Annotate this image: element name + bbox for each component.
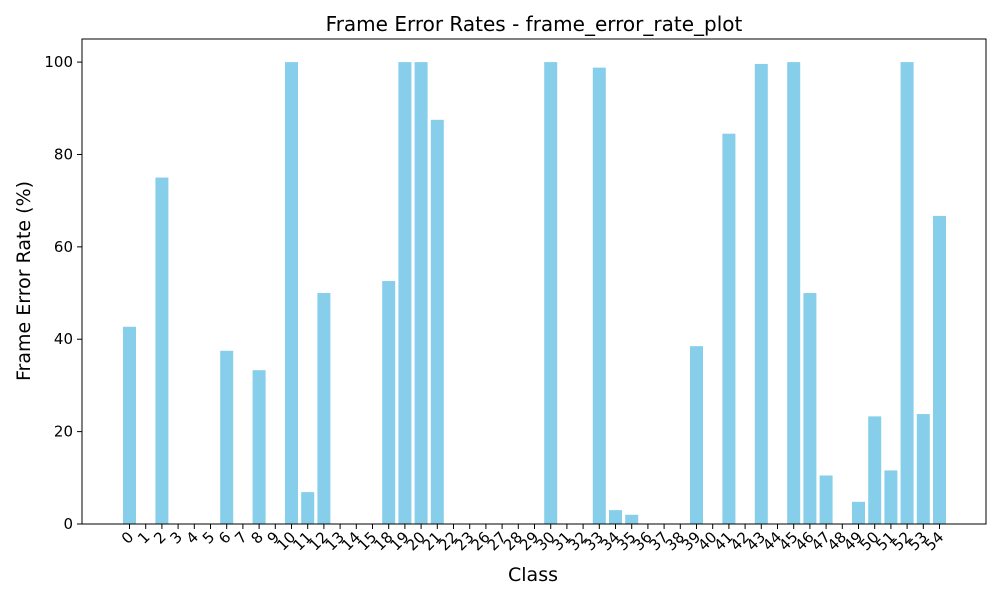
x-tick-label: 0 [118, 528, 137, 547]
y-axis: 0 20 40 60 80 100 [44, 53, 82, 533]
bar-class-43 [754, 63, 768, 524]
plot-frame [81, 38, 987, 525]
bar-class-39 [690, 346, 703, 524]
x-tick-label: 3 [166, 528, 185, 547]
bar-class-20 [414, 62, 428, 524]
x-tick-label: 5 [199, 528, 218, 547]
bar-class-41 [722, 133, 736, 524]
bar-class-52 [900, 62, 914, 524]
y-tick-label: 60 [54, 238, 73, 256]
bar-class-11 [301, 492, 315, 524]
bar-class-51 [884, 470, 898, 524]
y-tick-label: 20 [54, 423, 73, 441]
x-tick-label: 6 [215, 528, 234, 547]
bar-class-35 [625, 514, 639, 524]
bar-class-45 [787, 62, 801, 524]
bar-class-33 [592, 67, 606, 524]
chart-title: Frame Error Rates - frame_error_rate_plo… [326, 12, 743, 36]
bar-class-10 [285, 62, 298, 524]
bar-class-46 [803, 293, 817, 524]
y-tick-label: 80 [54, 145, 73, 163]
bar-class-50 [868, 416, 882, 524]
x-tick-label: 2 [150, 528, 169, 547]
bar-class-47 [819, 475, 833, 524]
x-tick-label: 7 [231, 528, 250, 547]
bars-group [123, 62, 946, 524]
bar-class-34 [609, 510, 622, 524]
bar-class-54 [933, 215, 946, 524]
bar-class-18 [382, 281, 396, 524]
bar-class-12 [317, 293, 331, 524]
x-tick-label: 4 [183, 528, 202, 547]
x-tick-label: 54 [921, 528, 947, 554]
bar-class-19 [398, 62, 412, 524]
x-axis-label: Class [508, 564, 558, 586]
bar-class-2 [155, 177, 169, 524]
x-tick-label: 8 [247, 528, 266, 547]
bar-class-53 [916, 414, 930, 524]
bar-class-8 [252, 370, 266, 524]
x-axis: 0123456789101112131415181920212223262728… [118, 524, 947, 554]
bar-class-0 [123, 326, 136, 524]
y-axis-label: Frame Error Rate (%) [13, 181, 35, 381]
y-tick-label: 100 [44, 53, 73, 71]
bar-class-6 [220, 350, 234, 524]
bar-class-49 [852, 501, 865, 524]
bar-class-30 [544, 62, 558, 524]
y-tick-label: 0 [63, 515, 73, 533]
bar-class-21 [430, 119, 444, 524]
x-tick-label: 1 [134, 528, 153, 547]
y-tick-label: 40 [54, 330, 73, 348]
